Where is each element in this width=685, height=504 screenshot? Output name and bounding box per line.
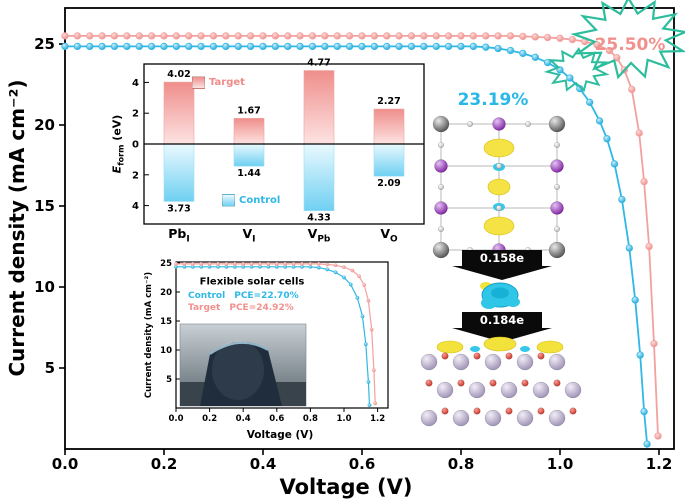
svg-text:0.8: 0.8 (448, 455, 475, 473)
bar-target (163, 81, 195, 145)
defect-bar-chart: 4 2 0 2 4 4.02 1.67 4.77 2.27 3.73 1.44 4.33 2.09 (132, 58, 425, 225)
svg-text:1.44: 1.44 (237, 168, 261, 179)
svg-text:15: 15 (160, 317, 172, 327)
charge-transfer-bottom-label: 0.184e (479, 313, 525, 327)
eform-unit: (eV) (110, 114, 124, 145)
svg-text:2: 2 (132, 109, 139, 120)
bar-category-vo: VO (380, 226, 398, 245)
svg-text:0.6: 0.6 (349, 455, 376, 473)
svg-text:25: 25 (34, 35, 55, 53)
svg-text:0.8: 0.8 (303, 414, 318, 424)
control-swatch-icon (222, 194, 235, 207)
bar-control (373, 143, 405, 177)
bar-legend-control-label: Control (239, 195, 281, 206)
target-pce-annotation: 25.50% (594, 35, 666, 55)
svg-text:2.27: 2.27 (377, 96, 400, 107)
flex-series-target (174, 261, 378, 406)
svg-text:0.0: 0.0 (52, 455, 79, 473)
bar-control (303, 143, 335, 211)
flexible-jv-chart: 0.0 0.2 0.4 0.6 0.8 1.0 1.2 5 10 15 20 25 (160, 259, 389, 424)
eform-sub: form (116, 144, 126, 166)
flexible-y-axis-label: Current density (mA cm⁻²) (144, 271, 154, 399)
svg-text:10: 10 (34, 278, 55, 296)
flex-series-control (174, 264, 372, 408)
svg-text:0.4: 0.4 (236, 414, 251, 424)
svg-text:1.2: 1.2 (646, 455, 673, 473)
svg-text:4: 4 (132, 78, 139, 89)
flexible-device-photo (179, 323, 307, 407)
bar-legend-control: Control (222, 194, 280, 207)
target-swatch-icon (192, 76, 205, 89)
bar-target (373, 108, 405, 145)
flexible-legend-control: Control PCE=22.70% (188, 291, 299, 301)
svg-text:0.2: 0.2 (202, 414, 217, 424)
svg-text:0.4: 0.4 (250, 455, 277, 473)
bar-legend-target-label: Target (209, 77, 245, 88)
bar-control (233, 143, 265, 167)
svg-text:20: 20 (34, 116, 55, 134)
bar-y-axis-label: Eform (eV) (110, 115, 125, 174)
svg-text:10: 10 (160, 346, 172, 356)
svg-text:4.02: 4.02 (167, 69, 190, 80)
svg-text:0.6: 0.6 (269, 414, 284, 424)
flexible-legend: Control PCE=22.70% Target PCE=24.92% (188, 290, 299, 314)
svg-text:5: 5 (166, 375, 172, 385)
main-x-axis-label: Voltage (V) (279, 475, 413, 499)
svg-text:4.77: 4.77 (307, 58, 330, 69)
control-pce-annotation: 23.19% (457, 90, 529, 110)
svg-text:1.0: 1.0 (547, 455, 574, 473)
flexible-inset-title: Flexible solar cells (199, 276, 305, 288)
main-y-axis-label: Current density (mA cm⁻²) (5, 79, 29, 377)
svg-text:2.09: 2.09 (377, 178, 400, 189)
svg-text:3.73: 3.73 (167, 203, 190, 214)
svg-text:1.2: 1.2 (370, 414, 385, 424)
flexible-cells-inset: 0.0 0.2 0.4 0.6 0.8 1.0 1.2 5 10 15 20 25 Flexible … (140, 250, 402, 452)
bar-target (233, 117, 265, 145)
svg-text:0.0: 0.0 (168, 414, 183, 424)
defect-formation-inset: 4 2 0 2 4 4.02 1.67 4.77 2.27 3.73 1.44 4.33 2.09 Ef… (108, 58, 432, 248)
svg-text:20: 20 (160, 288, 172, 298)
flexible-legend-target: Target PCE=24.92% (188, 303, 294, 313)
svg-text:25: 25 (160, 259, 172, 269)
bar-category-vi: VI (242, 226, 256, 245)
flexible-x-axis-label: Voltage (V) (246, 429, 314, 441)
svg-text:1.67: 1.67 (237, 105, 260, 116)
bar-category-vpb: VPb (307, 226, 331, 245)
svg-text:5: 5 (45, 359, 55, 377)
svg-text:0.2: 0.2 (151, 455, 178, 473)
main-plot-frame (64, 7, 675, 450)
svg-text:1.0: 1.0 (336, 414, 351, 424)
svg-text:4.33: 4.33 (307, 213, 330, 224)
svg-text:15: 15 (34, 197, 55, 215)
svg-text:2: 2 (132, 170, 139, 181)
bar-category-pbi: PbI (168, 226, 190, 245)
svg-text:0: 0 (132, 140, 139, 151)
bar-legend-target: Target (192, 76, 245, 89)
eform-symbol: E (110, 165, 124, 174)
bar-control (163, 143, 195, 202)
svg-text:4: 4 (132, 201, 139, 212)
bar-target (303, 70, 335, 145)
charge-transfer-top-label: 0.158e (479, 251, 525, 265)
